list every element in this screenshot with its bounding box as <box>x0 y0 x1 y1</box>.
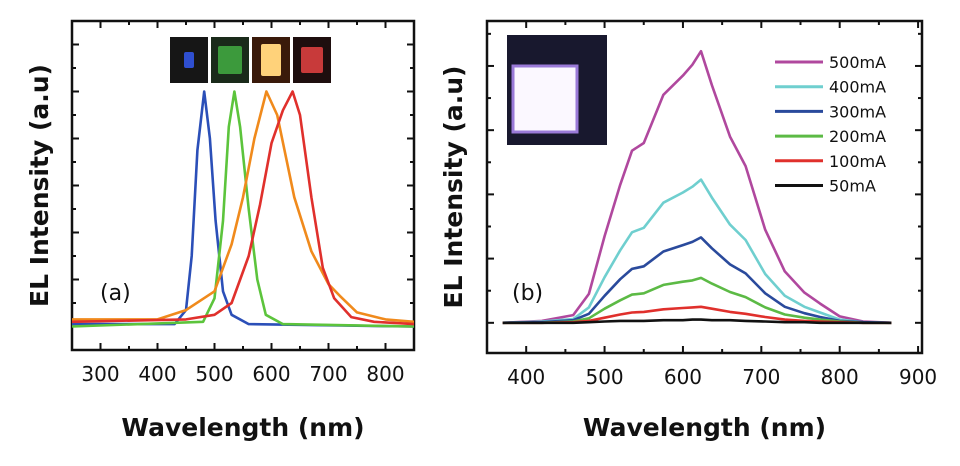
x-tick-label: 700 <box>309 362 347 386</box>
red-device-photo-glow <box>301 47 323 73</box>
legend-label-50mA: 50mA <box>829 177 876 196</box>
series-line-curve-3 <box>72 90 415 324</box>
x-tick-label: 500 <box>195 362 233 386</box>
x-tick-label: 800 <box>821 365 859 389</box>
panel-b: 400 500 600 700 800 900 Wavelength (nm) EL Inte… <box>439 19 937 442</box>
x-tick-label: 900 <box>899 365 937 389</box>
panel-a: 300 400 500 600 700 800 Wavelength (nm) EL Inte… <box>25 19 416 442</box>
x-tick-label: 600 <box>252 362 290 386</box>
white-device-photo-glow <box>511 64 579 134</box>
series-line-300mA <box>502 236 892 325</box>
x-tick-label: 300 <box>81 362 119 386</box>
legend-label-300mA: 300mA <box>829 102 886 121</box>
x-tick-label: 400 <box>138 362 176 386</box>
panel-label: (a) <box>100 281 131 306</box>
y-axis-label: EL Intensity (a.u) <box>25 64 54 307</box>
x-axis-label: Wavelength (nm) <box>121 413 364 442</box>
series-line-curve-4 <box>71 90 415 326</box>
legend-label-500mA: 500mA <box>829 53 886 72</box>
green-device-photo-glow <box>218 46 242 74</box>
x-tick-label: 500 <box>585 365 623 389</box>
series-line-curve-1 <box>72 90 415 328</box>
x-tick-label: 800 <box>366 362 404 386</box>
legend-label-100mA: 100mA <box>829 152 886 171</box>
series-line-400mA <box>502 178 892 325</box>
orange-device-photo-glow <box>261 44 281 76</box>
series-line-50mA <box>502 318 892 325</box>
x-tick-label: 700 <box>742 365 780 389</box>
y-axis-label: EL Intensity (a.u) <box>439 66 468 309</box>
panel-label: (b) <box>512 281 543 306</box>
legend-label-200mA: 200mA <box>829 127 886 146</box>
plot-frame <box>485 19 924 355</box>
series-line-200mA <box>502 276 892 325</box>
series-line-500mA <box>502 49 892 325</box>
x-axis-label: Wavelength (nm) <box>583 413 826 442</box>
x-tick-label: 600 <box>664 365 702 389</box>
x-tick-label: 400 <box>507 365 545 389</box>
series-line-curve-2 <box>71 90 415 328</box>
blue-device-photo-glow <box>184 52 194 68</box>
legend-label-400mA: 400mA <box>829 78 886 97</box>
